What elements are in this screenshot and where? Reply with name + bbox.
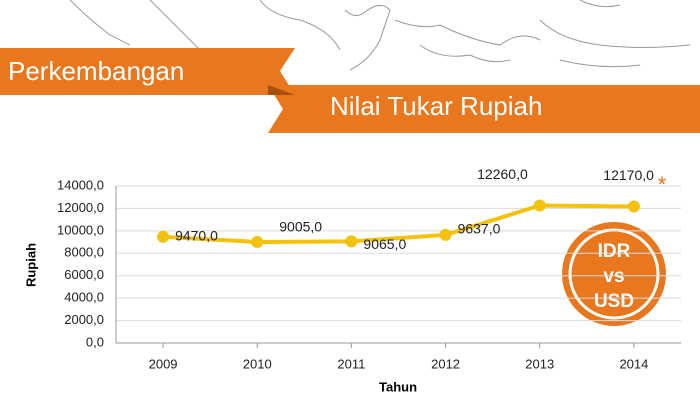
banner-lower	[268, 85, 700, 133]
y-axis-label: Rupiah	[23, 243, 38, 287]
value-label: 9065,0	[363, 236, 406, 252]
data-point	[533, 199, 546, 212]
badge-ring	[568, 228, 660, 320]
data-point	[439, 228, 452, 241]
map-background	[69, 0, 691, 71]
data-point	[157, 230, 170, 243]
value-label: 9470,0	[175, 228, 218, 244]
badge-circle	[562, 222, 666, 326]
y-tick-label: 4000,0	[64, 290, 104, 305]
x-tick-label: 2014	[619, 356, 648, 371]
y-tick-label: 12000,0	[57, 200, 104, 215]
x-tick-label: 2010	[243, 356, 272, 371]
asterisk: *	[658, 172, 667, 197]
y-tick-label: 8000,0	[64, 245, 104, 260]
data-point	[251, 236, 264, 249]
banner-upper	[0, 48, 295, 95]
badge-text: IDR	[598, 241, 631, 262]
chart-title: Perkembangan	[8, 56, 184, 86]
plot: 0,0 2000,0 4000,0 6000,0 8000,0 10000,0 12000,…	[57, 166, 681, 371]
y-tick-label: 10000,0	[57, 222, 104, 237]
x-tick-label: 2009	[149, 356, 178, 371]
y-tick-label: 0,0	[86, 334, 104, 349]
value-label: 12260,0	[477, 166, 528, 182]
data-point	[627, 200, 640, 213]
banner-fold	[268, 85, 295, 95]
badge-text: vs	[603, 266, 624, 287]
data-line	[162, 203, 634, 245]
y-tick-label: 6000,0	[64, 267, 104, 282]
chart-subtitle: Nilai Tukar Rupiah	[330, 91, 542, 121]
y-tick-label: 14000,0	[57, 177, 104, 192]
y-tick-label: 2000,0	[64, 312, 104, 327]
x-tick-label: 2013	[525, 356, 554, 371]
value-label: 12170,0	[603, 167, 654, 183]
value-label: 9637,0	[458, 221, 501, 237]
data-point	[345, 235, 358, 248]
value-label: 9005,0	[279, 219, 322, 235]
badge: IDR vs USD	[562, 222, 666, 326]
x-tick-label: 2012	[431, 356, 460, 371]
x-axis-label: Tahun	[379, 379, 417, 394]
x-tick-label: 2011	[337, 356, 365, 371]
badge-text: USD	[594, 291, 634, 312]
